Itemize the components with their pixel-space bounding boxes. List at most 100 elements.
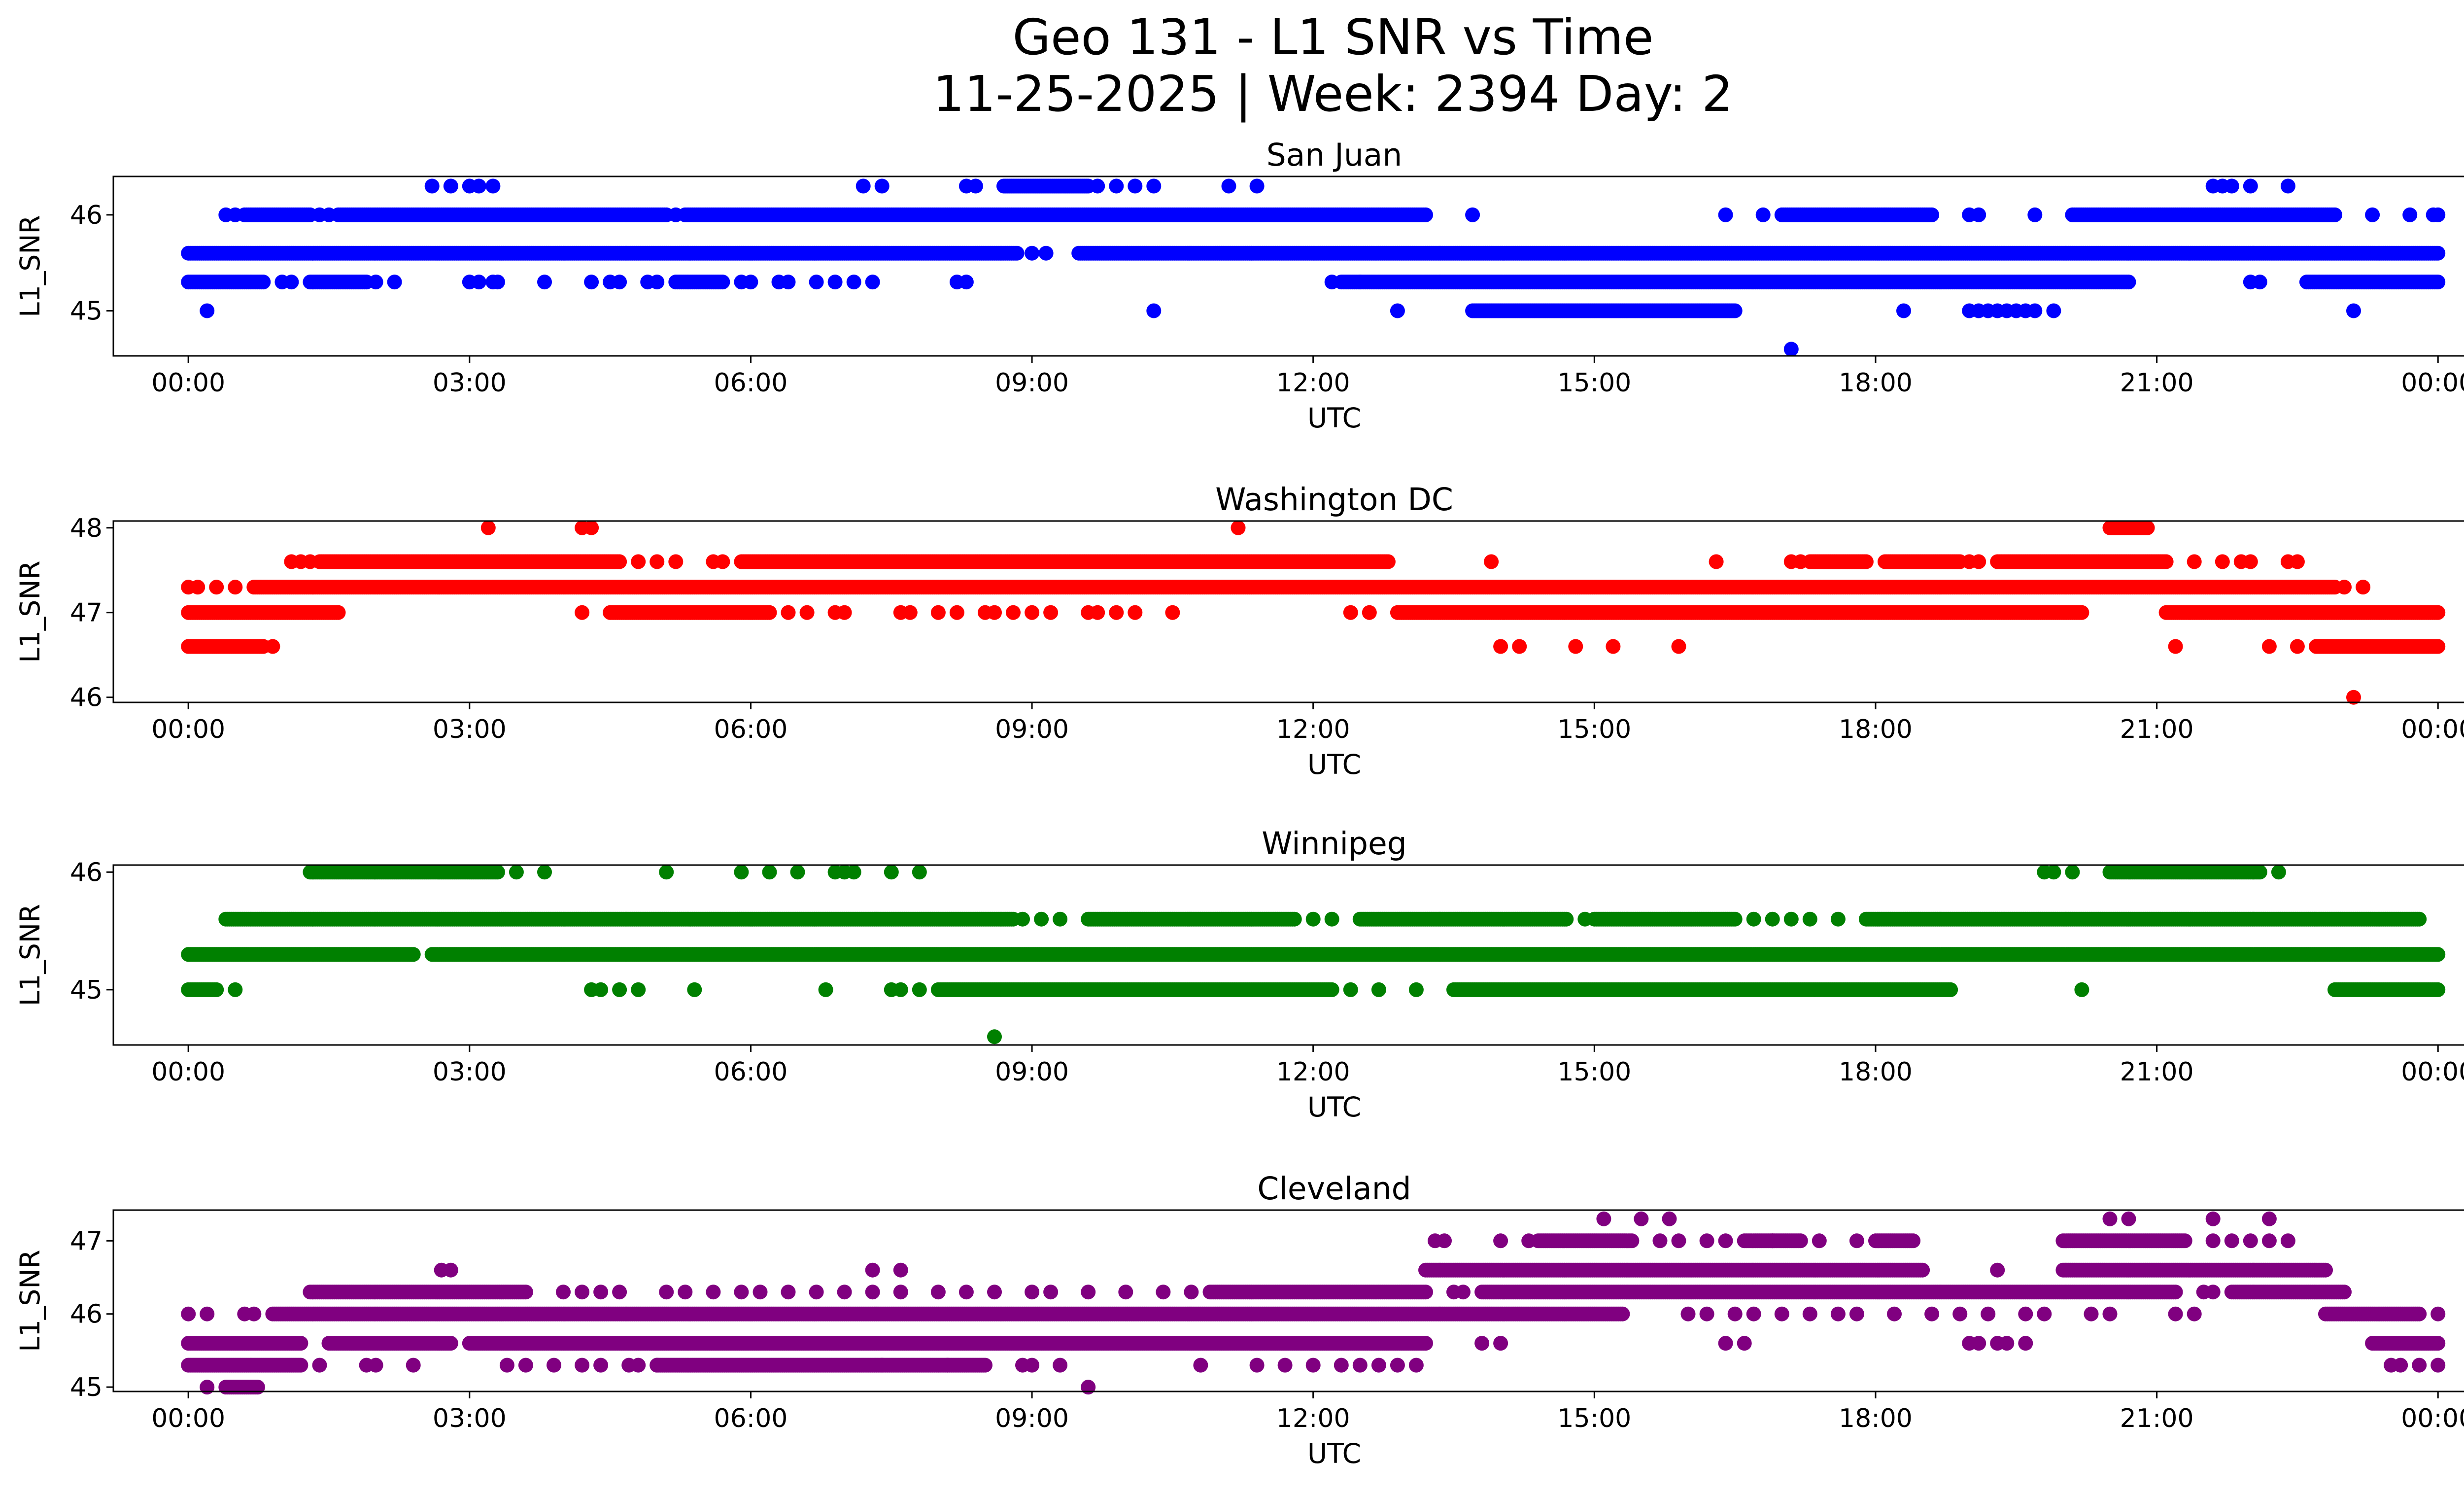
data-point [856, 178, 871, 194]
data-point [443, 178, 458, 194]
data-point [2327, 207, 2342, 222]
x-tick-label: 21:00 [2120, 368, 2194, 398]
data-point [2280, 178, 2295, 194]
data-point [2243, 178, 2258, 194]
data-point [809, 275, 824, 290]
data-point [968, 178, 983, 194]
data-point [1924, 207, 1940, 222]
data-point [1043, 605, 1059, 620]
data-point [612, 275, 627, 290]
data-point [2290, 639, 2305, 654]
data-point [1418, 207, 1433, 222]
data-point [200, 303, 215, 318]
data-point [471, 178, 486, 194]
data-point [837, 605, 852, 620]
y-tick-label: 45 [70, 297, 103, 326]
data-point [1352, 275, 1368, 290]
y-axis-label: L1_SNR [14, 215, 46, 317]
data-point [874, 178, 890, 194]
data-point [1878, 207, 1892, 222]
data-point [1146, 303, 1162, 318]
data-point [265, 639, 280, 654]
data-point [2430, 245, 2446, 261]
data-point [1006, 605, 1021, 620]
data-point [2402, 207, 2418, 222]
x-axis-label: UTC [1307, 402, 1361, 434]
data-point [190, 580, 205, 595]
data-point [2074, 605, 2089, 620]
data-point [485, 178, 501, 194]
data-point [2356, 580, 2371, 595]
data-point [612, 554, 627, 569]
data-point [743, 275, 758, 290]
data-point [2027, 303, 2043, 318]
data-point [2430, 275, 2446, 290]
data-point [799, 605, 815, 620]
data-point [650, 275, 665, 290]
data-point [987, 605, 1002, 620]
data-point [471, 275, 486, 290]
data-point [284, 275, 299, 290]
data-point [1343, 605, 1358, 620]
data-point [715, 275, 730, 290]
x-tick-label: 12:00 [1276, 368, 1350, 398]
data-point [2261, 639, 2277, 654]
x-tick-label: 03:00 [433, 368, 507, 398]
subplot-title: San Juan [1266, 137, 1403, 173]
data-point [2430, 207, 2446, 222]
data-point [228, 580, 243, 595]
series-points [181, 178, 2446, 357]
data-point [930, 605, 946, 620]
data-point [1146, 178, 1162, 194]
data-point [575, 605, 590, 620]
data-point [584, 275, 599, 290]
plot-frame [112, 175, 2464, 357]
data-point [1109, 178, 1124, 194]
data-point [1390, 303, 1405, 318]
data-point [2046, 303, 2061, 318]
data-point [209, 580, 224, 595]
data-point [321, 207, 337, 222]
data-point [827, 275, 843, 290]
figure-title-line1: Geo 131 - L1 SNR vs Time [1013, 8, 1654, 66]
y-tick-label: 46 [70, 201, 103, 230]
data-point [1896, 303, 1911, 318]
data-point [2121, 275, 2136, 290]
data-point [846, 275, 861, 290]
data-point [2430, 639, 2446, 654]
x-tick-label: 18:00 [1839, 368, 1913, 398]
data-point [490, 275, 505, 290]
data-point [1512, 639, 1527, 654]
data-point [668, 207, 684, 222]
data-point [781, 275, 796, 290]
data-point [949, 605, 964, 620]
data-point [958, 275, 974, 290]
data-point [368, 275, 383, 290]
data-point [387, 275, 402, 290]
data-point [2027, 207, 2043, 222]
data-point [1568, 639, 1583, 654]
data-point [2224, 178, 2239, 194]
series-points [181, 520, 2446, 705]
x-tick-label: 00:00 [2401, 368, 2464, 398]
x-tick-label: 00:00 [151, 368, 225, 398]
data-point [1671, 639, 1686, 654]
data-point [902, 605, 918, 620]
data-point [2346, 303, 2361, 318]
x-tick-label: 09:00 [995, 368, 1069, 398]
data-point [256, 275, 271, 290]
data-point [537, 275, 552, 290]
data-point [1090, 178, 1105, 194]
data-point [1362, 605, 1377, 620]
data-point [1249, 178, 1265, 194]
subplot-title: Washington DC [1215, 482, 1453, 518]
data-point [1038, 245, 1054, 261]
data-point [1971, 207, 1986, 222]
x-tick-label: 15:00 [1557, 368, 1631, 398]
data-point [1128, 605, 1143, 620]
data-point [2365, 207, 2380, 222]
figure-title-line2: 11-25-2025 | Week: 2394 Day: 2 [933, 65, 1733, 123]
data-point [1718, 207, 1733, 222]
